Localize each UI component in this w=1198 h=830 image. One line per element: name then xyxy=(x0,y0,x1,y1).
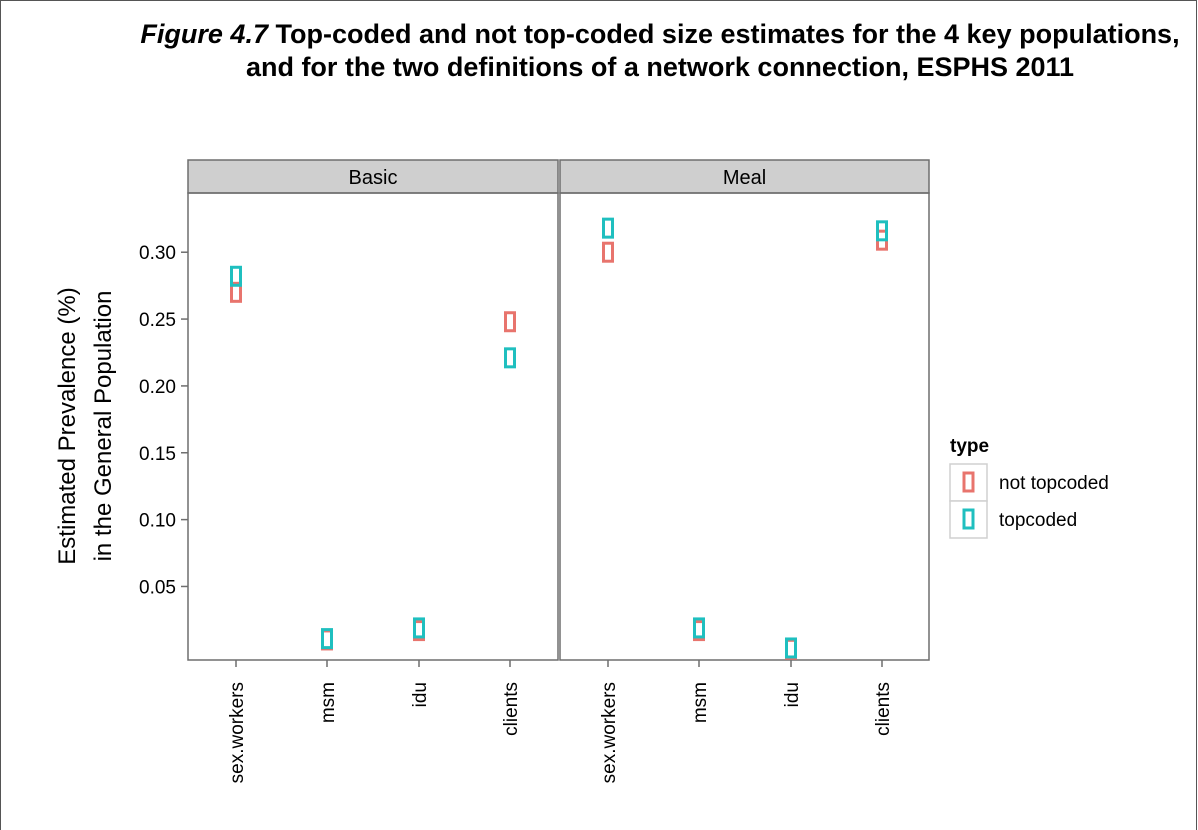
category-label: clients xyxy=(501,682,522,736)
category-label: sex.workers xyxy=(227,682,248,783)
y-axis-label: Estimated Prevalence (%) in the General P… xyxy=(54,287,117,564)
category-label: msm xyxy=(318,682,339,723)
y-tick-label: 0.30 xyxy=(139,243,176,264)
legend-key xyxy=(949,500,988,539)
data-point xyxy=(504,347,516,369)
y-label-line: Estimated Prevalence (%) xyxy=(54,287,81,564)
y-tick-label: 0.10 xyxy=(139,511,176,532)
legend-label: topcoded xyxy=(999,510,1077,531)
panel-plot-area xyxy=(559,192,930,661)
y-axis: 0.05 0.10 0.15 0.20 0.25 0.30 xyxy=(139,243,188,598)
y-tick-label: 0.25 xyxy=(139,310,176,331)
panel-plot-area xyxy=(187,192,559,661)
category-label: sex.workers xyxy=(599,682,620,783)
panels-group: Basic sex.workers msm idu clients Meal sex.wor… xyxy=(187,159,930,783)
figure-label: Figure 4.7 xyxy=(140,19,268,49)
data-point xyxy=(321,628,333,650)
data-point xyxy=(230,265,242,287)
panel-strip xyxy=(187,159,559,194)
legend-title: type xyxy=(950,436,989,457)
data-point xyxy=(876,220,888,242)
category-label: msm xyxy=(690,682,711,723)
panel-basic: Basic sex.workers msm idu clients xyxy=(187,159,559,783)
y-tick-label: 0.20 xyxy=(139,377,176,398)
legend-key xyxy=(949,463,988,502)
legend-marker xyxy=(962,508,975,530)
panel-strip-label: Basic xyxy=(349,167,398,189)
legend-marker xyxy=(962,471,975,493)
data-point xyxy=(230,281,242,303)
category-label: idu xyxy=(410,682,431,707)
panel-meal: Meal sex.workers msm idu clients xyxy=(559,159,930,783)
category-label: clients xyxy=(873,682,894,736)
data-point xyxy=(693,617,705,639)
chart-svg: Basic sex.workers msm idu clients Meal sex.wor… xyxy=(54,159,1109,783)
panel-strip-label: Meal xyxy=(723,167,766,189)
category-label: idu xyxy=(782,682,803,707)
y-tick-label: 0.15 xyxy=(139,444,176,465)
data-point xyxy=(413,617,425,639)
title-text: Top-coded and not top-coded size estimat… xyxy=(245,19,1180,82)
legend-label: not topcoded xyxy=(999,473,1109,494)
data-point xyxy=(504,311,516,333)
data-point xyxy=(602,241,614,263)
y-label-line: in the General Population xyxy=(90,291,117,562)
legend: type not topcoded topcoded xyxy=(949,436,1109,539)
data-point xyxy=(602,217,614,239)
data-point xyxy=(785,637,797,659)
chart-title: Figure 4.7 Top-coded and not top-coded s… xyxy=(140,18,1180,84)
y-tick-label: 0.05 xyxy=(139,577,176,598)
